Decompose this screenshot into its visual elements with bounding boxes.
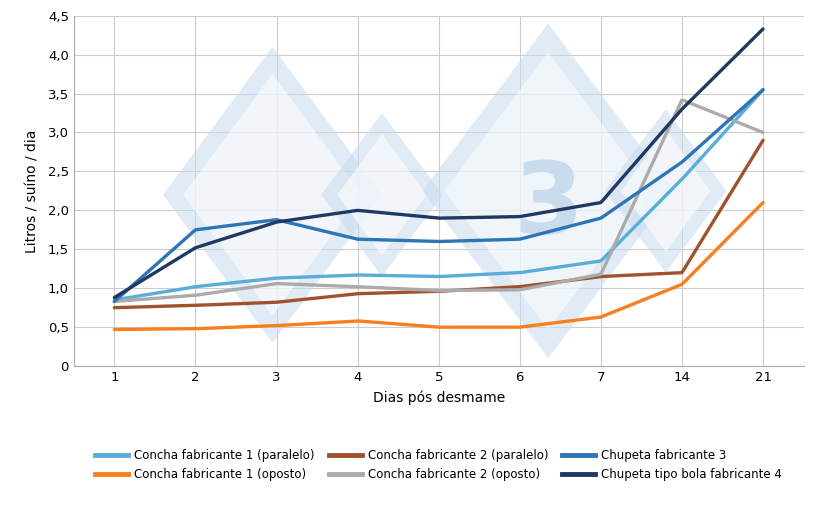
Polygon shape xyxy=(621,130,709,252)
Polygon shape xyxy=(337,134,426,256)
Polygon shape xyxy=(604,109,726,272)
Legend: Concha fabricante 1 (paralelo), Concha fabricante 1 (oposto), Concha fabricante : Concha fabricante 1 (paralelo), Concha f… xyxy=(95,449,781,481)
Y-axis label: Litros / suíno / dia: Litros / suíno / dia xyxy=(25,129,39,253)
Polygon shape xyxy=(422,24,673,358)
Text: 3: 3 xyxy=(513,158,582,255)
Polygon shape xyxy=(163,47,382,343)
Polygon shape xyxy=(321,113,442,277)
Polygon shape xyxy=(183,74,361,315)
Polygon shape xyxy=(444,52,651,329)
X-axis label: Dias pós desmame: Dias pós desmame xyxy=(372,391,505,405)
